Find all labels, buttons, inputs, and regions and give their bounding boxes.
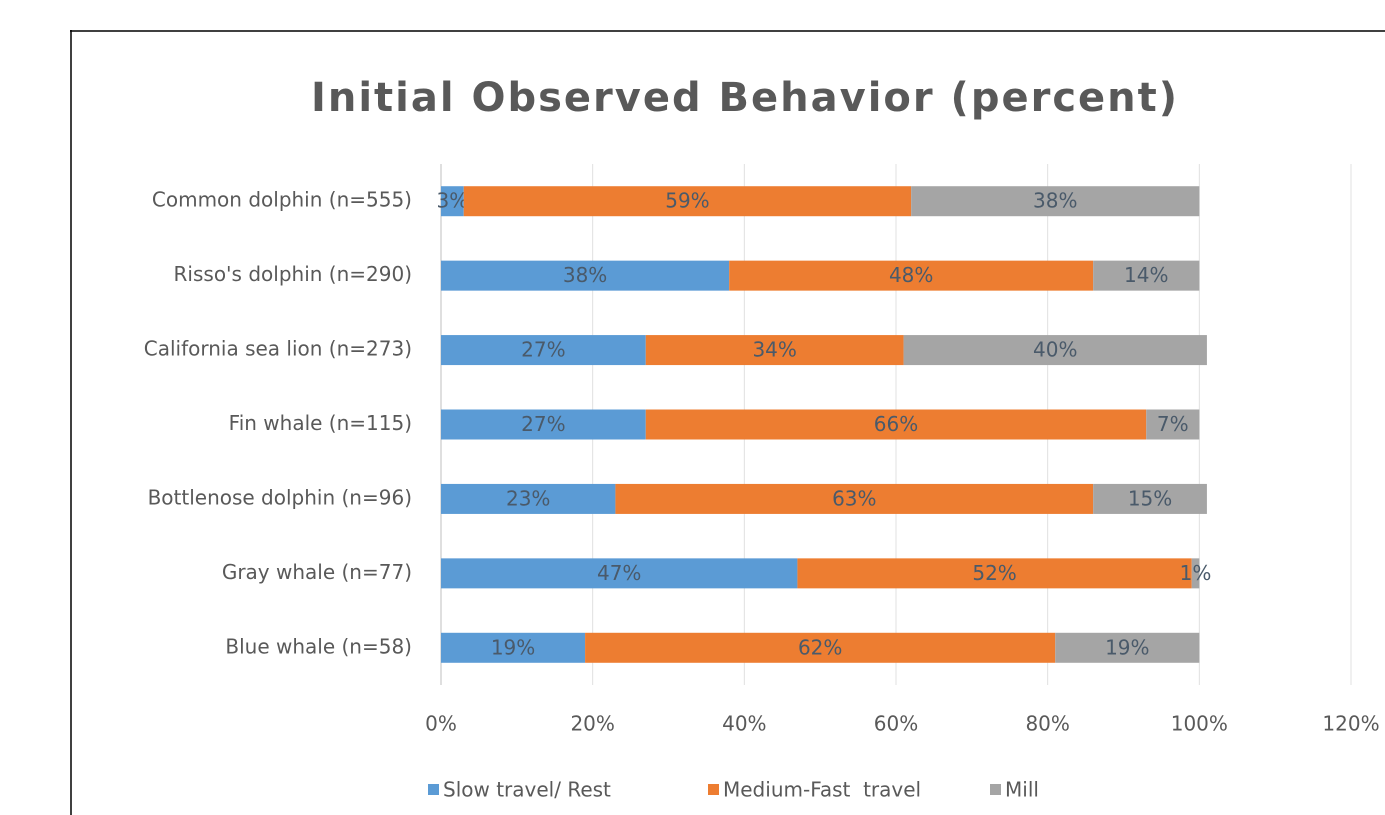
- y-tick-label: Risso's dolphin (n=290): [174, 262, 412, 286]
- bar-segment: [1191, 558, 1200, 589]
- bar-segment: [911, 186, 1200, 217]
- bar-segment: [463, 186, 912, 217]
- data-label: 48%: [889, 263, 933, 287]
- legend-label: Slow travel/ Rest: [443, 778, 611, 802]
- data-label: 52%: [972, 561, 1016, 585]
- data-label: 19%: [491, 635, 535, 659]
- bar-segment: [615, 483, 1094, 514]
- bar-segment: [441, 186, 464, 217]
- x-tick-label: 60%: [874, 712, 918, 736]
- bar-segment: [441, 558, 798, 589]
- bar-segment: [729, 260, 1094, 291]
- data-label: 14%: [1124, 263, 1168, 287]
- data-label: 63%: [832, 486, 876, 510]
- data-label: 59%: [665, 189, 709, 213]
- x-tick-label: 80%: [1025, 712, 1069, 736]
- data-label: 15%: [1128, 486, 1172, 510]
- data-label: 38%: [563, 263, 607, 287]
- data-label: 38%: [1033, 189, 1077, 213]
- y-tick-label: Bottlenose dolphin (n=96): [148, 485, 412, 509]
- y-tick-label: Common dolphin (n=555): [152, 188, 412, 212]
- x-tick-label: 20%: [570, 712, 614, 736]
- legend-swatch: [708, 784, 719, 795]
- data-label: 27%: [521, 338, 565, 362]
- bar-segment: [1093, 260, 1200, 291]
- y-tick-label: Blue whale (n=58): [225, 634, 412, 658]
- bar-segment: [441, 632, 586, 663]
- x-tick-label: 0%: [425, 712, 457, 736]
- data-label: 23%: [506, 486, 550, 510]
- bar-segment: [797, 558, 1192, 589]
- data-label: 47%: [597, 561, 641, 585]
- bar-segment: [441, 335, 646, 366]
- bar-segment: [585, 632, 1056, 663]
- y-tick-label: California sea lion (n=273): [144, 337, 412, 361]
- chart-title: Initial Observed Behavior (percent): [311, 75, 1179, 121]
- bar-segment: [1093, 483, 1207, 514]
- bar-segment: [441, 409, 646, 440]
- bar-segment: [645, 335, 904, 366]
- data-label: 34%: [752, 338, 796, 362]
- bar-segment: [1146, 409, 1200, 440]
- bar-segment: [1055, 632, 1200, 663]
- x-tick-label: 100%: [1171, 712, 1228, 736]
- bar-segment: [441, 260, 730, 291]
- data-label: 7%: [1157, 412, 1189, 436]
- x-tick-label: 120%: [1322, 712, 1379, 736]
- y-tick-label: Gray whale (n=77): [222, 560, 412, 584]
- bar-segment: [441, 483, 616, 514]
- data-label: 27%: [521, 412, 565, 436]
- data-label: 19%: [1105, 635, 1149, 659]
- data-label: 62%: [798, 635, 842, 659]
- data-label: 66%: [874, 412, 918, 436]
- legend-swatch: [428, 784, 439, 795]
- bar-segment: [903, 335, 1207, 366]
- legend-label: Mill: [1005, 778, 1039, 802]
- legend-swatch: [990, 784, 1001, 795]
- data-label: 40%: [1033, 338, 1077, 362]
- x-tick-label: 40%: [722, 712, 766, 736]
- data-label: 1%: [1180, 561, 1212, 585]
- data-label: 3%: [437, 189, 469, 213]
- legend-label: Medium-Fast travel: [723, 778, 921, 802]
- y-tick-label: Fin whale (n=115): [229, 411, 412, 435]
- bar-segment: [645, 409, 1147, 440]
